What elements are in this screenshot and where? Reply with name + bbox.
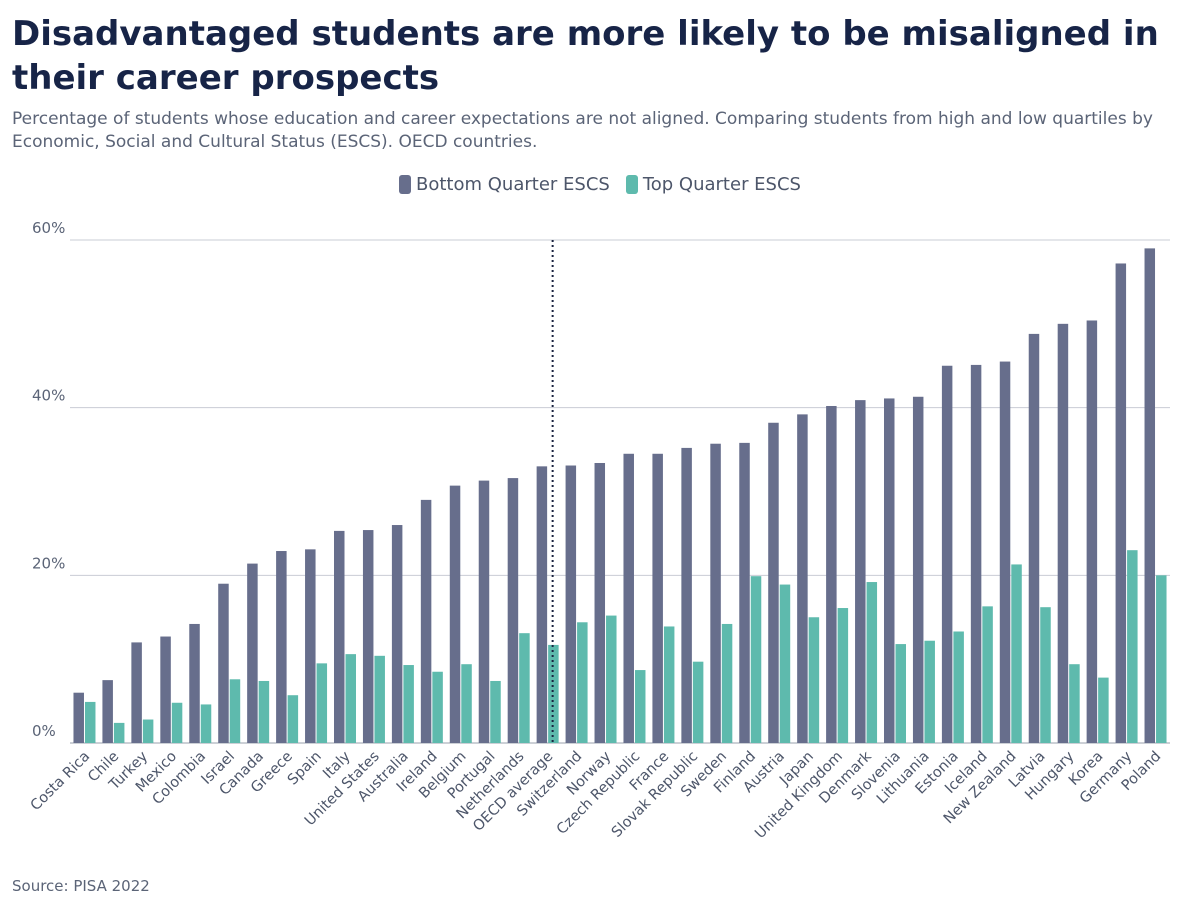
bar-top-quarter <box>1156 575 1167 743</box>
bar-top-quarter <box>577 622 588 743</box>
bar-bottom-quarter <box>362 530 374 743</box>
bar-bottom-quarter <box>391 525 403 743</box>
bar-top-quarter <box>837 608 849 743</box>
bar-top-quarter <box>924 640 935 743</box>
bar-bottom-quarter <box>594 462 606 743</box>
legend-label-top-quarter: Top Quarter ESCS <box>642 174 801 195</box>
bar-top-quarter <box>432 671 443 743</box>
bar-top-quarter <box>808 617 820 743</box>
chart-title: Disadvantaged students are more likely t… <box>12 14 1159 98</box>
bar-bottom-quarter <box>507 478 519 743</box>
bar-bottom-quarter <box>160 636 171 743</box>
bar-bottom-quarter <box>276 551 287 743</box>
bar-top-quarter <box>84 701 96 743</box>
bar-top-quarter <box>982 606 993 743</box>
bar-top-quarter <box>1127 550 1138 743</box>
bar-bottom-quarter <box>941 365 953 743</box>
bar-top-quarter <box>779 584 791 743</box>
legend: Bottom Quarter ESCS Top Quarter ESCS <box>0 174 1200 195</box>
bar-top-quarter <box>1040 607 1051 743</box>
bar-top-quarter <box>1098 677 1109 743</box>
bar-top-quarter <box>171 702 183 743</box>
bar-top-quarter <box>606 615 617 743</box>
bar-top-quarter <box>316 663 328 743</box>
bar-bottom-quarter <box>420 499 432 743</box>
bar-top-quarter <box>461 664 472 743</box>
bar-bottom-quarter <box>1028 333 1040 743</box>
legend-swatch-bottom-quarter <box>399 175 412 194</box>
bar-bottom-quarter <box>739 442 750 743</box>
x-tick-label: Costa Rica <box>28 749 94 815</box>
bar-top-quarter <box>895 644 906 743</box>
chart-subtitle: Percentage of students whose education a… <box>12 109 1153 152</box>
bar-top-quarter <box>345 654 356 743</box>
bar-top-quarter <box>634 670 646 743</box>
bar-bottom-quarter <box>970 364 982 743</box>
bar-bottom-quarter <box>73 692 84 743</box>
bar-bottom-quarter <box>999 361 1011 743</box>
bar-bottom-quarter <box>565 465 577 743</box>
bar-bottom-quarter <box>884 398 895 743</box>
legend-item-bottom-quarter[interactable]: Bottom Quarter ESCS <box>399 174 610 195</box>
bar-bottom-quarter <box>1057 323 1069 743</box>
bar-bottom-quarter <box>102 680 113 743</box>
bar-bottom-quarter <box>131 642 142 743</box>
bar-top-quarter <box>200 704 212 743</box>
bar-bottom-quarter <box>189 623 200 743</box>
bar-bottom-quarter <box>334 530 345 743</box>
bar-top-quarter <box>663 626 675 743</box>
y-tick-label: 20% <box>32 554 65 572</box>
bar-bottom-quarter <box>1144 248 1156 743</box>
bar-top-quarter <box>721 623 733 743</box>
bar-top-quarter <box>1069 664 1080 743</box>
bar-bottom-quarter <box>681 447 692 743</box>
legend-label-bottom-quarter: Bottom Quarter ESCS <box>416 174 610 195</box>
bar-bottom-quarter <box>449 485 461 743</box>
legend-item-top-quarter[interactable]: Top Quarter ESCS <box>625 174 801 195</box>
bar-bottom-quarter <box>797 414 808 743</box>
bar-bottom-quarter <box>536 466 548 743</box>
bar-bottom-quarter <box>623 453 634 743</box>
source-note: Source: PISA 2022 <box>12 877 150 895</box>
bar-top-quarter <box>750 576 762 743</box>
bar-bottom-quarter <box>768 422 779 743</box>
bar-top-quarter <box>519 633 530 743</box>
x-tick-label: Spain <box>285 749 325 789</box>
bar-bottom-quarter <box>826 405 837 743</box>
bar-top-quarter <box>374 655 385 743</box>
bar-top-quarter <box>953 631 964 743</box>
y-tick-label: 0% <box>32 722 56 740</box>
bar-bottom-quarter <box>247 563 258 743</box>
bar-top-quarter <box>403 665 414 743</box>
bar-top-quarter <box>287 695 299 743</box>
bar-top-quarter <box>113 722 125 743</box>
bar-bottom-quarter <box>652 453 663 743</box>
bar-bottom-quarter <box>218 583 229 743</box>
bar-chart: 0%20%40%60%Costa RicaChileTurkeyMexicoCo… <box>28 219 1170 842</box>
y-tick-label: 40% <box>32 387 65 405</box>
bar-top-quarter <box>692 661 704 743</box>
bar-top-quarter <box>258 680 270 743</box>
legend-swatch-top-quarter <box>625 175 638 194</box>
y-tick-label: 60% <box>32 219 65 237</box>
bar-top-quarter <box>490 680 501 743</box>
bar-top-quarter <box>229 679 241 743</box>
bar-bottom-quarter <box>855 400 866 743</box>
bar-bottom-quarter <box>1086 320 1098 743</box>
bar-bottom-quarter <box>1115 263 1127 743</box>
bar-top-quarter <box>866 582 878 743</box>
bar-bottom-quarter <box>305 549 316 743</box>
bar-top-quarter <box>142 719 154 743</box>
bar-bottom-quarter <box>478 480 490 743</box>
bar-top-quarter <box>1011 564 1022 743</box>
bar-top-quarter <box>548 644 559 743</box>
bar-bottom-quarter <box>912 396 924 743</box>
bar-bottom-quarter <box>710 443 721 743</box>
